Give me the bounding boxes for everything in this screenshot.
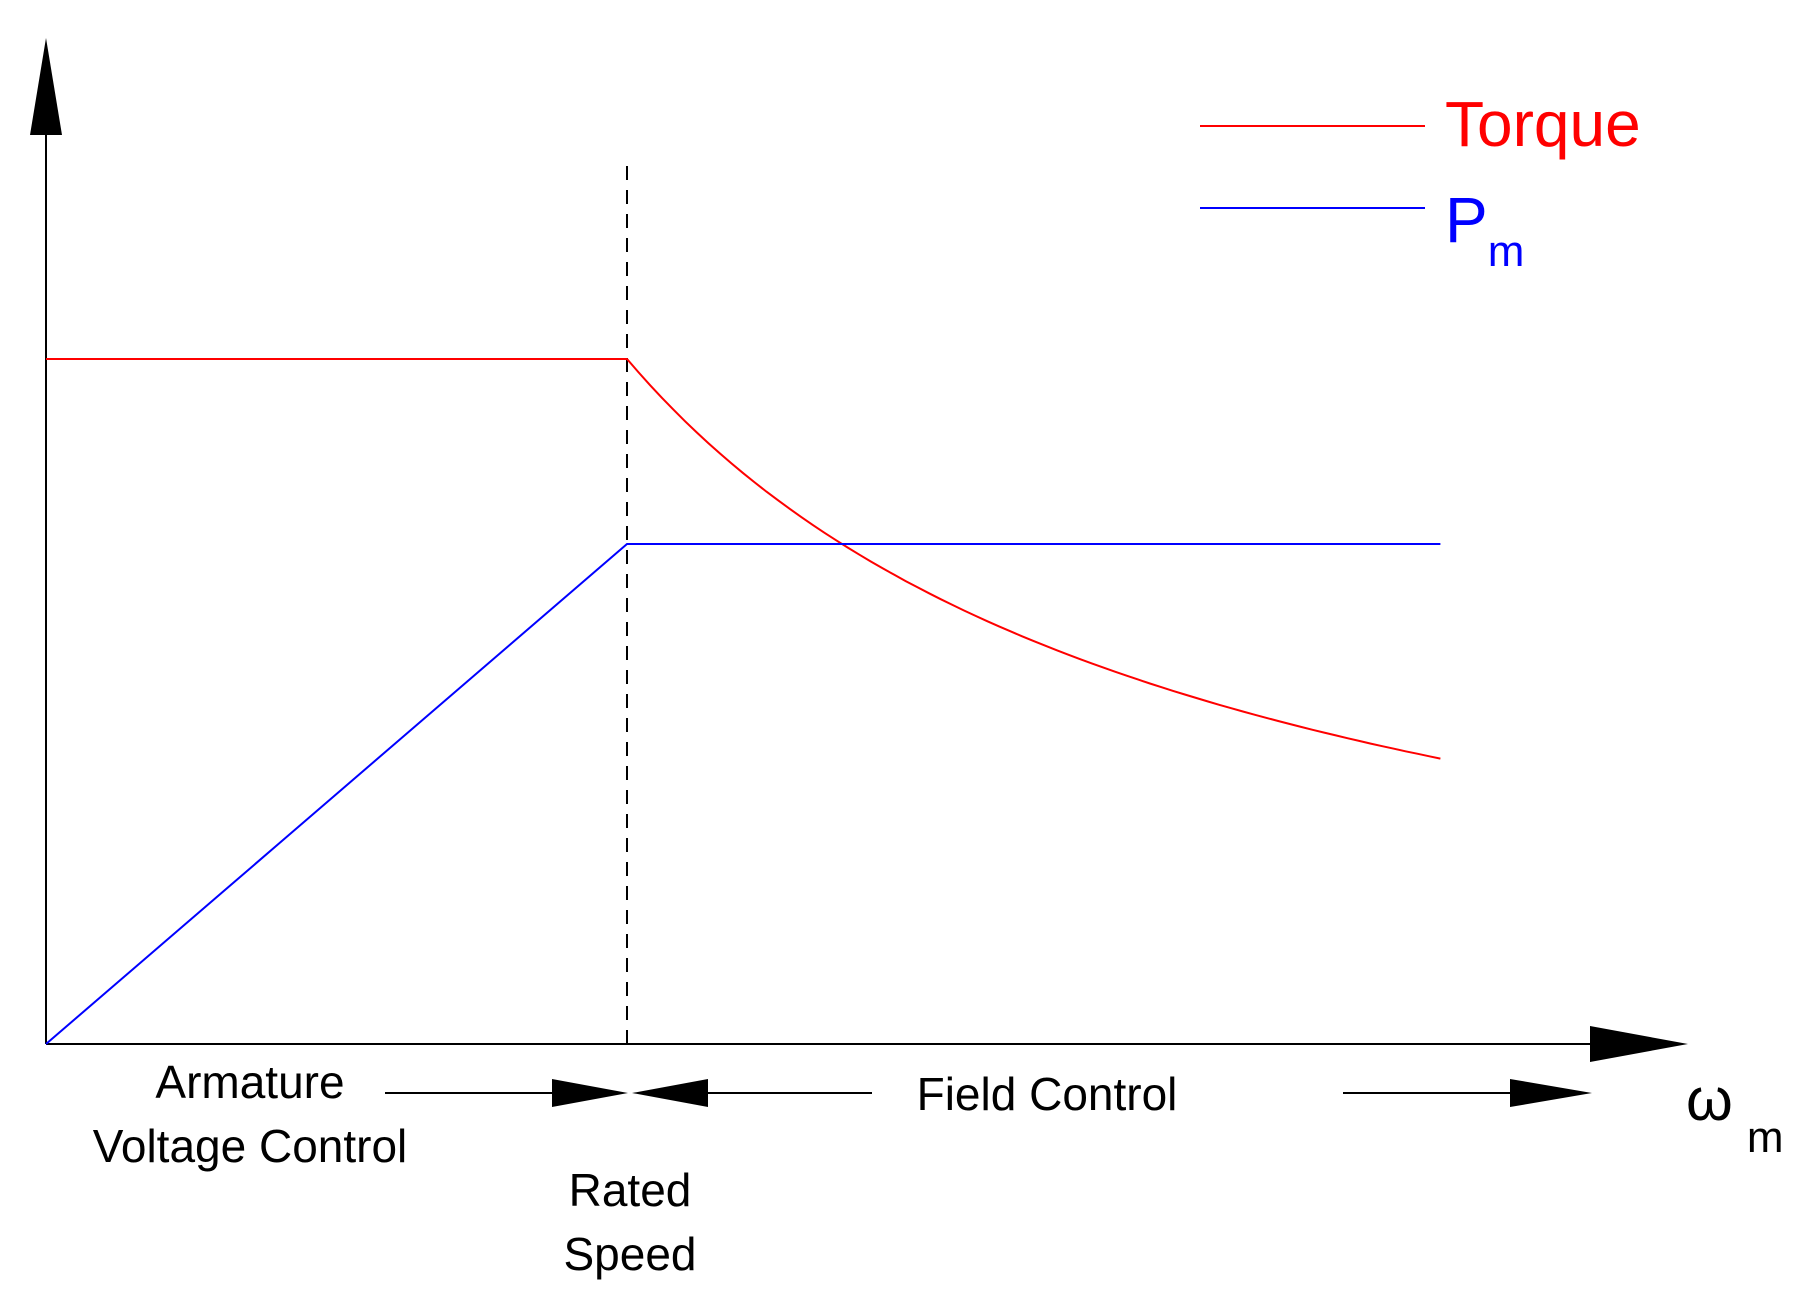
region-annotations: Armature Voltage Control Field Control R… xyxy=(93,1056,1592,1280)
legend-label-torque: Torque xyxy=(1445,88,1641,160)
field-control-label: Field Control xyxy=(917,1068,1178,1120)
legend-label-pm: Pm xyxy=(1445,184,1524,276)
armature-label: Armature xyxy=(155,1056,344,1108)
axes xyxy=(30,38,1688,1062)
field-region-left-arrowhead xyxy=(632,1079,708,1107)
field-region-right-arrowhead xyxy=(1510,1079,1592,1107)
legend-label-pm-main: P xyxy=(1445,184,1488,256)
x-axis-label: ωm xyxy=(1686,1066,1784,1162)
speed-label: Speed xyxy=(563,1228,696,1280)
series-line-pm xyxy=(45,543,1441,1045)
legend-label-pm-sub: m xyxy=(1488,227,1525,276)
x-axis-arrow xyxy=(1590,1026,1688,1062)
series-line-torque xyxy=(46,358,1441,760)
voltage-control-label: Voltage Control xyxy=(93,1120,408,1172)
legend: Torque Pm xyxy=(1200,88,1641,276)
armature-region-arrowhead xyxy=(552,1079,628,1107)
y-axis-arrow xyxy=(30,38,62,135)
x-axis-label-sub: m xyxy=(1747,1113,1784,1162)
x-axis-label-main: ω xyxy=(1686,1066,1733,1133)
rated-label: Rated xyxy=(569,1164,692,1216)
